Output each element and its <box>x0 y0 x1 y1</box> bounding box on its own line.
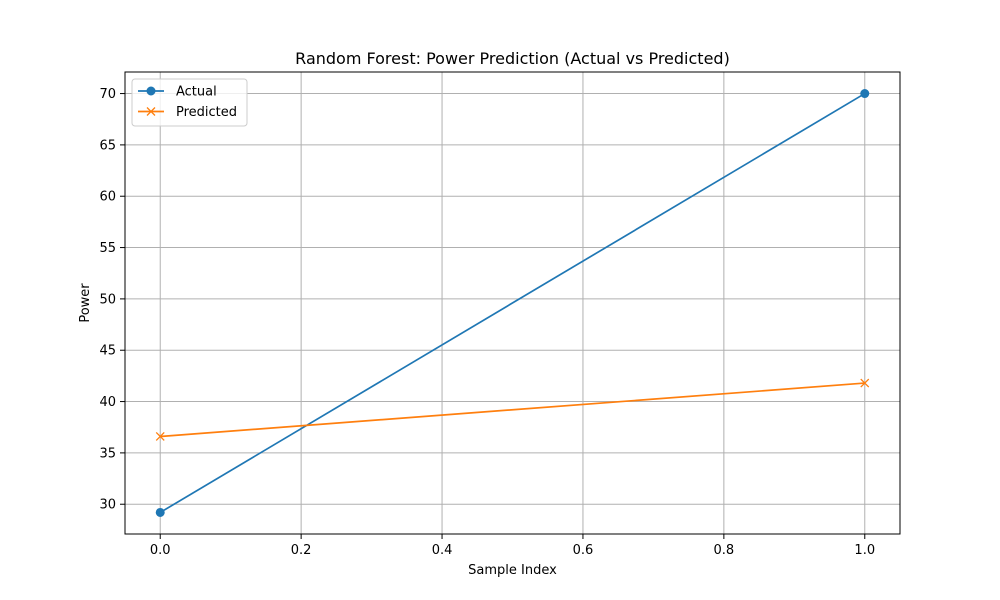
x-tick-label: 0.0 <box>150 543 171 558</box>
y-axis-label: Power <box>78 283 93 323</box>
y-tick-label: 40 <box>99 395 116 410</box>
legend: Actual Predicted <box>131 78 248 127</box>
y-tick-label: 55 <box>99 241 116 256</box>
data-point-actual <box>155 507 165 517</box>
x-axis-label: Sample Index <box>468 563 557 578</box>
y-tick-label: 50 <box>99 292 116 307</box>
data-point-predicted <box>860 378 870 388</box>
series-predicted <box>155 378 870 441</box>
legend-entry-actual: Actual <box>138 85 217 100</box>
x-tick-label: 0.4 <box>432 543 453 558</box>
legend-entry-predicted: Predicted <box>138 105 237 120</box>
x-axis: 0.0 0.2 0.4 0.6 0.8 1.0 <box>150 534 875 558</box>
x-tick-label: 0.8 <box>714 543 735 558</box>
series-line-predicted <box>160 382 865 438</box>
series-layer <box>155 89 870 517</box>
x-tick-label: 0.6 <box>573 543 594 558</box>
y-axis: 30 35 40 45 50 55 60 65 70 <box>99 87 125 513</box>
x-tick-label: 1.0 <box>854 543 875 558</box>
chart-title: Random Forest: Power Prediction (Actual … <box>295 49 730 68</box>
grid <box>125 72 900 534</box>
y-tick-label: 45 <box>99 344 116 359</box>
y-tick-label: 65 <box>99 138 116 153</box>
plot-frame <box>124 71 901 535</box>
series-line-actual <box>159 92 866 514</box>
legend-label: Actual <box>176 85 217 100</box>
y-tick-label: 60 <box>99 190 116 205</box>
x-tick-label: 0.2 <box>291 543 312 558</box>
series-actual <box>155 89 870 517</box>
legend-marker-actual <box>146 86 156 96</box>
legend-label: Predicted <box>176 105 237 120</box>
data-point-predicted <box>155 432 165 441</box>
y-tick-label: 35 <box>99 446 116 461</box>
y-tick-label: 30 <box>99 498 116 513</box>
data-point-actual <box>860 89 870 99</box>
legend-marker-predicted <box>146 107 156 116</box>
y-tick-label: 70 <box>99 87 116 102</box>
